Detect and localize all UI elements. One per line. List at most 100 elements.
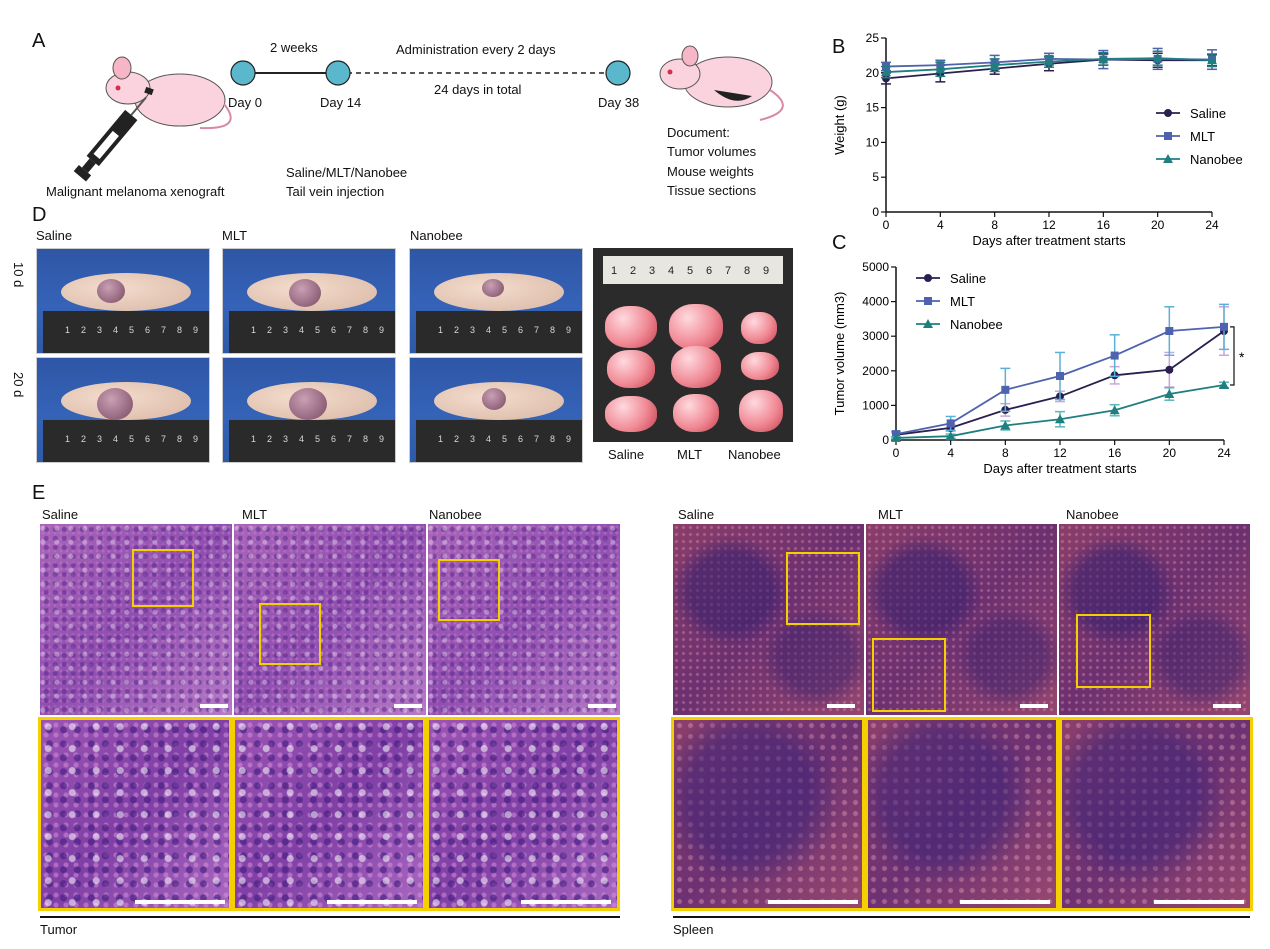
model-label: Malignant melanoma xenograft <box>46 184 225 199</box>
ruler-digit: 9 <box>379 434 385 444</box>
ruler-digit: 3 <box>283 434 289 444</box>
ruler-digit: 3 <box>97 325 103 335</box>
ruler-digit: 6 <box>331 434 337 444</box>
y-tick-label: 2000 <box>862 364 889 378</box>
legend-entry-mlt: MLT <box>950 294 975 309</box>
data-point <box>1000 420 1011 430</box>
scale-bar <box>135 900 225 904</box>
zoom-region-box <box>872 638 946 712</box>
timeline-node-day38 <box>605 60 631 86</box>
data-point <box>1044 56 1054 66</box>
x-tick-label: 24 <box>1217 446 1231 460</box>
timeline-day38-label: Day 38 <box>598 95 640 110</box>
ruler-digit: 1 <box>65 434 71 444</box>
mouse-illustration-right <box>659 45 784 121</box>
ruler-digit: 1 <box>611 265 618 277</box>
panel-label-a: A <box>32 30 46 52</box>
tumor-section-nanobee <box>428 524 620 715</box>
y-tick-label: 3000 <box>862 329 889 343</box>
tumor-piece <box>741 352 779 380</box>
spleen-section-nanobee <box>1059 524 1250 715</box>
legend-swatch-marker <box>1164 109 1172 117</box>
tumor-piece <box>739 390 783 432</box>
ruler-digit: 1 <box>251 325 257 335</box>
ruler-digit: 8 <box>550 434 556 444</box>
significance-bracket <box>1230 326 1235 386</box>
ruler-digit: 6 <box>331 325 337 335</box>
tumor-piece <box>671 346 721 388</box>
x-tick-label: 16 <box>1097 218 1111 232</box>
document-item-tumor-volumes: Tumor volumes <box>667 144 757 159</box>
ruler-digit: 7 <box>347 325 353 335</box>
tumor-piece <box>607 350 655 388</box>
spleen-zoom-mlt <box>865 717 1059 911</box>
data-point <box>1165 365 1174 374</box>
tumor-zoom-saline <box>38 717 232 911</box>
x-tick-label: 12 <box>1053 446 1067 460</box>
scale-bar <box>521 900 611 904</box>
ruler-digit: 2 <box>81 325 87 335</box>
ruler-digit: 9 <box>193 325 199 335</box>
photo-group-label-saline: Saline <box>36 228 73 243</box>
spleen-histo-label-saline: Saline <box>678 507 715 522</box>
ruler-digit: 1 <box>438 325 444 335</box>
ruler-digit: 3 <box>649 265 656 277</box>
significance-marker: * <box>1239 349 1245 365</box>
tumor-volume-chart: 0 1000 2000 3000 4000 5000 0 4 8 12 16 20 24 Days aft… <box>832 260 1245 476</box>
excised-label-saline: Saline <box>608 447 645 462</box>
data-point <box>946 419 955 428</box>
timeline-span-2-weeks: 2 weeks <box>270 40 318 55</box>
ruler-digit: 6 <box>518 325 524 335</box>
legend-swatch-marker <box>1163 154 1173 163</box>
tumor-section-mlt <box>234 524 426 715</box>
scale-bar <box>588 704 616 708</box>
x-tick-label: 4 <box>937 218 944 232</box>
ruler-digit: 4 <box>486 434 492 444</box>
y-tick-label: 0 <box>872 205 879 219</box>
row-label-10d: 10 d <box>11 262 26 288</box>
data-point <box>989 60 1000 70</box>
spleen-zoom-nanobee <box>1059 717 1253 911</box>
data-point <box>1056 371 1064 380</box>
syringe-icon <box>73 96 147 182</box>
ruler-digit: 5 <box>129 434 135 444</box>
y-tick-label: 4000 <box>862 295 889 309</box>
legend-swatch-marker <box>1164 132 1172 140</box>
data-point <box>1152 53 1163 63</box>
ruler-digit: 9 <box>566 434 572 444</box>
y-axis-label: Tumor volume (mm3) <box>832 292 847 416</box>
ruler-digit: 6 <box>145 325 151 335</box>
ruler-digit: 9 <box>193 434 199 444</box>
legend-entry-saline: Saline <box>950 271 986 286</box>
photo-group-label-nanobee: Nanobee <box>410 228 463 243</box>
xenograft-tumor <box>482 388 506 410</box>
y-tick-label: 10 <box>866 135 880 149</box>
tumor-piece <box>741 312 777 344</box>
tumor-zoom-nanobee <box>426 717 620 911</box>
timeline-span-administration: Administration every 2 days <box>396 42 556 57</box>
data-point <box>1098 53 1109 63</box>
x-axis-label: Days after treatment starts <box>983 461 1137 476</box>
scale-bar <box>1213 704 1241 708</box>
scale-bar <box>200 704 228 708</box>
x-tick-label: 20 <box>1151 218 1165 232</box>
xenograft-tumor <box>482 279 504 297</box>
ruler-digit: 9 <box>379 325 385 335</box>
ruler-digit: 1 <box>251 434 257 444</box>
y-axis-label: Weight (g) <box>832 95 847 155</box>
ruler-digit: 7 <box>534 325 540 335</box>
ruler-digit: 7 <box>161 325 167 335</box>
y-tick-label: 25 <box>866 31 880 45</box>
scale-bar <box>1020 704 1048 708</box>
spleen-section-saline <box>673 524 864 715</box>
timeline-day0-label: Day 0 <box>228 95 262 110</box>
legend-swatch-marker <box>923 319 933 328</box>
ruler-digit: 8 <box>550 325 556 335</box>
